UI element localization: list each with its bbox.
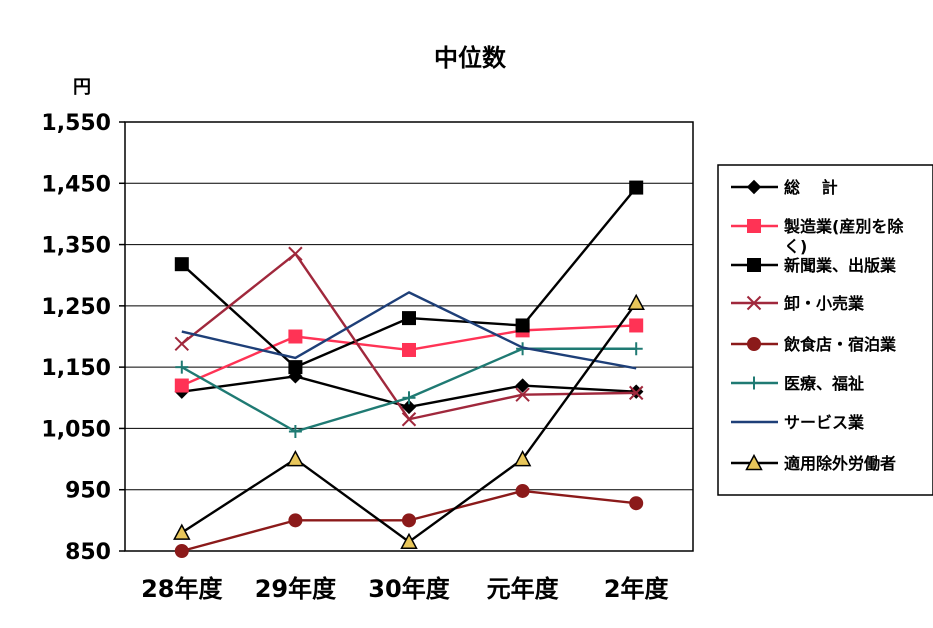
data-point: [402, 342, 416, 357]
legend-swatch-marker-stroke: [746, 295, 762, 311]
series-3: [174, 246, 644, 427]
y-tick-label: 1,350: [41, 234, 111, 259]
data-point: [175, 360, 189, 374]
x-tick-label: 2年度: [604, 575, 670, 603]
x-tick-label: 29年度: [255, 575, 337, 603]
x-tick-label: 28年度: [141, 575, 223, 603]
data-point: [629, 180, 644, 195]
data-point: [515, 318, 530, 333]
legend-label: く): [784, 237, 807, 256]
data-point: [288, 513, 303, 528]
data-point: [174, 378, 189, 393]
series-line: [181, 291, 637, 370]
data-point: [515, 378, 530, 393]
data-point: [515, 483, 530, 498]
legend-box: [717, 164, 933, 496]
legend-swatch-marker: [746, 179, 762, 195]
legend-swatch-marker: [747, 376, 761, 390]
legend-label: 医療、福祉: [784, 374, 864, 393]
data-point: [288, 424, 302, 438]
data-point: [174, 336, 190, 352]
legend-label: 適用除外労働者: [784, 454, 896, 473]
data-point: [400, 532, 418, 550]
plot-frame: [124, 121, 694, 552]
data-point: [288, 246, 303, 261]
data-point: [288, 329, 303, 344]
legend-swatch-marker: [747, 258, 761, 272]
legend-item: 飲食店・宿泊業: [731, 335, 897, 354]
y-tick-label: 1,050: [41, 417, 111, 442]
series-6: [181, 291, 637, 370]
legend-swatch-marker: [746, 295, 762, 311]
legend-label: 総 計: [784, 178, 838, 197]
legend-item: 適用除外労働者: [731, 453, 896, 473]
legend-label: 製造業(産別を除: [783, 217, 904, 236]
data-point: [629, 318, 644, 333]
data-point-stroke: [515, 387, 530, 402]
y-axis-unit: 円: [73, 77, 91, 98]
legend-swatch-marker: [747, 337, 761, 351]
legend-item: 医療、福祉: [731, 374, 864, 393]
data-point: [174, 257, 189, 272]
data-point-stroke: [401, 412, 417, 427]
y-tick-label: 850: [65, 540, 111, 565]
data-point: [402, 391, 416, 405]
y-tick-label: 1,550: [41, 111, 111, 136]
x-tick-label: 元年度: [487, 575, 560, 603]
data-point: [515, 387, 530, 402]
chart-title: 中位数: [434, 44, 507, 72]
series-2: [174, 180, 644, 375]
data-point: [288, 360, 303, 375]
legend-label: サービス業: [784, 413, 865, 432]
legend-item: サービス業: [731, 413, 865, 432]
data-point: [629, 342, 643, 356]
series-4: [174, 483, 644, 558]
legend-item: 総 計: [731, 178, 838, 197]
data-point: [401, 412, 417, 427]
legend-item: 新聞業、出版業: [731, 256, 897, 275]
data-point-stroke: [174, 336, 190, 352]
y-tick-label: 950: [65, 479, 111, 504]
legend-label: 新聞業、出版業: [784, 256, 897, 275]
data-point: [628, 385, 644, 401]
legend-label: 飲食店・宿泊業: [783, 335, 897, 354]
legend: 総 計製造業(産別を除く)新聞業、出版業卸・小売業飲食店・宿泊業医療、福祉サービ…: [717, 164, 933, 496]
series-7: [173, 293, 645, 550]
y-tick-label: 1,250: [41, 295, 111, 320]
data-point: [513, 449, 532, 467]
data-point-stroke: [628, 385, 644, 401]
legend-item: 卸・小売業: [731, 294, 865, 313]
data-point: [402, 311, 416, 326]
data-point: [402, 513, 416, 528]
legend-label: 卸・小売業: [784, 294, 865, 313]
y-tick-label: 1,150: [41, 356, 111, 381]
x-tick-label: 30年度: [368, 575, 450, 603]
data-point: [629, 496, 644, 511]
plot-area: 850 950 1,050 1,150 1,250 1,350 1,450 1,550 28年度…: [41, 111, 694, 603]
data-point: [286, 449, 305, 467]
data-point: [174, 544, 189, 558]
series-1: [174, 318, 644, 393]
legend-swatch-marker: [747, 219, 761, 233]
data-point: [627, 293, 645, 311]
y-tick-label: 1,450: [41, 172, 111, 197]
data-point-stroke: [288, 246, 303, 261]
data-point: [173, 523, 191, 540]
legend-swatch-marker: [745, 453, 763, 471]
data-point: [401, 399, 417, 415]
